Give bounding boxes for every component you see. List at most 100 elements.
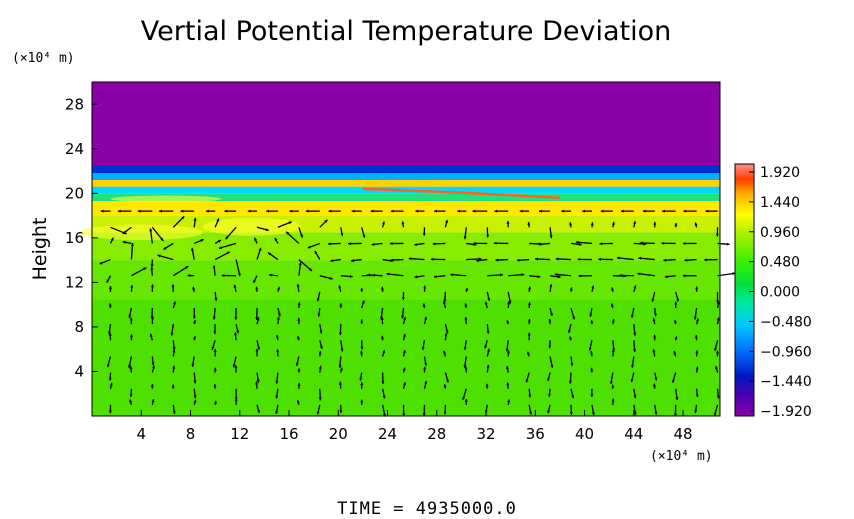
vector-arrowhead (611, 384, 615, 388)
vector-arrowhead (247, 209, 251, 213)
vector-arrowhead (300, 234, 303, 238)
vector-arrowhead (212, 265, 216, 269)
vector-arrowhead (713, 412, 717, 416)
x-tick-label: 24 (378, 425, 397, 443)
vector-arrowhead (266, 209, 270, 213)
vector-arrowhead (538, 242, 542, 246)
x-tick-label: 28 (427, 425, 446, 443)
vector-arrowhead (571, 395, 575, 399)
vector-arrowhead (430, 257, 434, 261)
vector-arrowhead (484, 301, 488, 305)
field-band-1 (92, 260, 720, 300)
vector-arrowhead (590, 367, 594, 371)
vector-arrowhead (129, 366, 133, 370)
vector-arrowhead (673, 351, 677, 355)
x-tick-label: 12 (230, 425, 249, 443)
vector-arrowhead (108, 333, 112, 336)
vector-arrowhead (529, 411, 533, 415)
vector-arrowhead (193, 380, 197, 384)
vector-arrowhead (328, 209, 332, 213)
vector-arrowhead (457, 209, 461, 213)
vector-arrowhead (371, 242, 375, 246)
vector-arrowhead (528, 394, 532, 398)
vector-arrowhead (214, 297, 218, 301)
vector-arrowhead (200, 239, 204, 242)
vector-arrowhead (549, 284, 553, 288)
vector-arrowhead (218, 246, 223, 250)
vector-arrowhead (402, 349, 406, 354)
colorbar-tick-label: 1.440 (760, 195, 800, 211)
vector-arrowhead (463, 364, 467, 368)
vector-arrowhead (610, 303, 614, 307)
vector-arrowhead (487, 297, 491, 301)
vector-arrow (285, 231, 300, 244)
vector-arrowhead (682, 241, 686, 246)
vector-arrowhead (255, 286, 259, 290)
x-tick-label: 44 (624, 425, 643, 443)
vector-arrowhead (324, 219, 328, 223)
vector-arrowhead (185, 266, 189, 269)
vector-arrowhead (588, 347, 592, 351)
y-tick-label: 24 (65, 140, 84, 158)
warm-patch-1 (202, 217, 302, 236)
colorbar-tick-label: 1.920 (760, 165, 800, 181)
vector-arrowhead (611, 287, 615, 291)
vector-arrowhead (367, 273, 371, 277)
vector-arrowhead (122, 230, 126, 234)
vector-arrowhead (464, 303, 468, 307)
vector-arrowhead (726, 242, 730, 246)
vector-arrowhead (297, 336, 301, 340)
vector-arrowhead (382, 350, 386, 354)
vector-arrowhead (329, 276, 333, 280)
vector-arrowhead (582, 209, 586, 213)
vector-arrowhead (637, 272, 641, 276)
vector-arrowhead (472, 209, 476, 213)
vector-arrowhead (694, 335, 698, 339)
vector-arrowhead (527, 221, 531, 225)
vector-arrowhead (327, 242, 331, 246)
vector-arrowhead (414, 242, 418, 247)
vector-arrow (131, 266, 147, 277)
vector-arrowhead (653, 313, 657, 317)
vector-arrowhead (338, 364, 342, 368)
warm-front-line (362, 187, 560, 200)
vector-arrowhead (403, 382, 407, 386)
vector-arrowhead (486, 364, 490, 368)
vector-arrowhead (611, 319, 615, 323)
vector-arrowhead (673, 413, 678, 417)
vector-arrowhead (500, 273, 503, 277)
vector-arrowhead (129, 334, 134, 338)
vector-arrowhead (555, 257, 559, 261)
vector-arrowhead (590, 394, 594, 398)
vector-arrowhead (205, 209, 209, 213)
vector-arrowhead (619, 273, 623, 277)
vector-arrowhead (674, 336, 678, 340)
vector-arrowhead (534, 257, 538, 261)
vector-arrowhead (611, 221, 615, 225)
vector-arrowhead (308, 267, 313, 271)
colorbar-tick-label: −1.920 (760, 404, 812, 420)
vector-arrowhead (484, 345, 488, 349)
vector-arrowhead (424, 380, 428, 385)
vector-arrowhead (150, 266, 154, 270)
vector-arrowhead (402, 413, 406, 417)
colorbar-tick-label: 0.000 (760, 285, 800, 301)
vector-arrowhead (450, 273, 454, 277)
x-tick-label: 48 (674, 425, 693, 443)
vector-arrowhead (128, 314, 132, 318)
vector-arrowhead (137, 209, 141, 213)
vector-arrowhead (226, 251, 230, 255)
vector-arrowhead (401, 315, 405, 319)
vector-arrowhead (424, 316, 428, 320)
vector-arrowhead (172, 365, 176, 369)
vector-arrowhead (370, 209, 374, 213)
vector-arrowhead (192, 315, 196, 319)
vector-arrowhead (338, 332, 343, 336)
vector-arrowhead (507, 399, 511, 403)
vector-arrowhead (537, 275, 541, 279)
vector-arrowhead (254, 237, 258, 241)
vector-arrowhead (527, 302, 531, 305)
vector-field (99, 209, 736, 417)
vector-arrowhead (187, 274, 191, 278)
